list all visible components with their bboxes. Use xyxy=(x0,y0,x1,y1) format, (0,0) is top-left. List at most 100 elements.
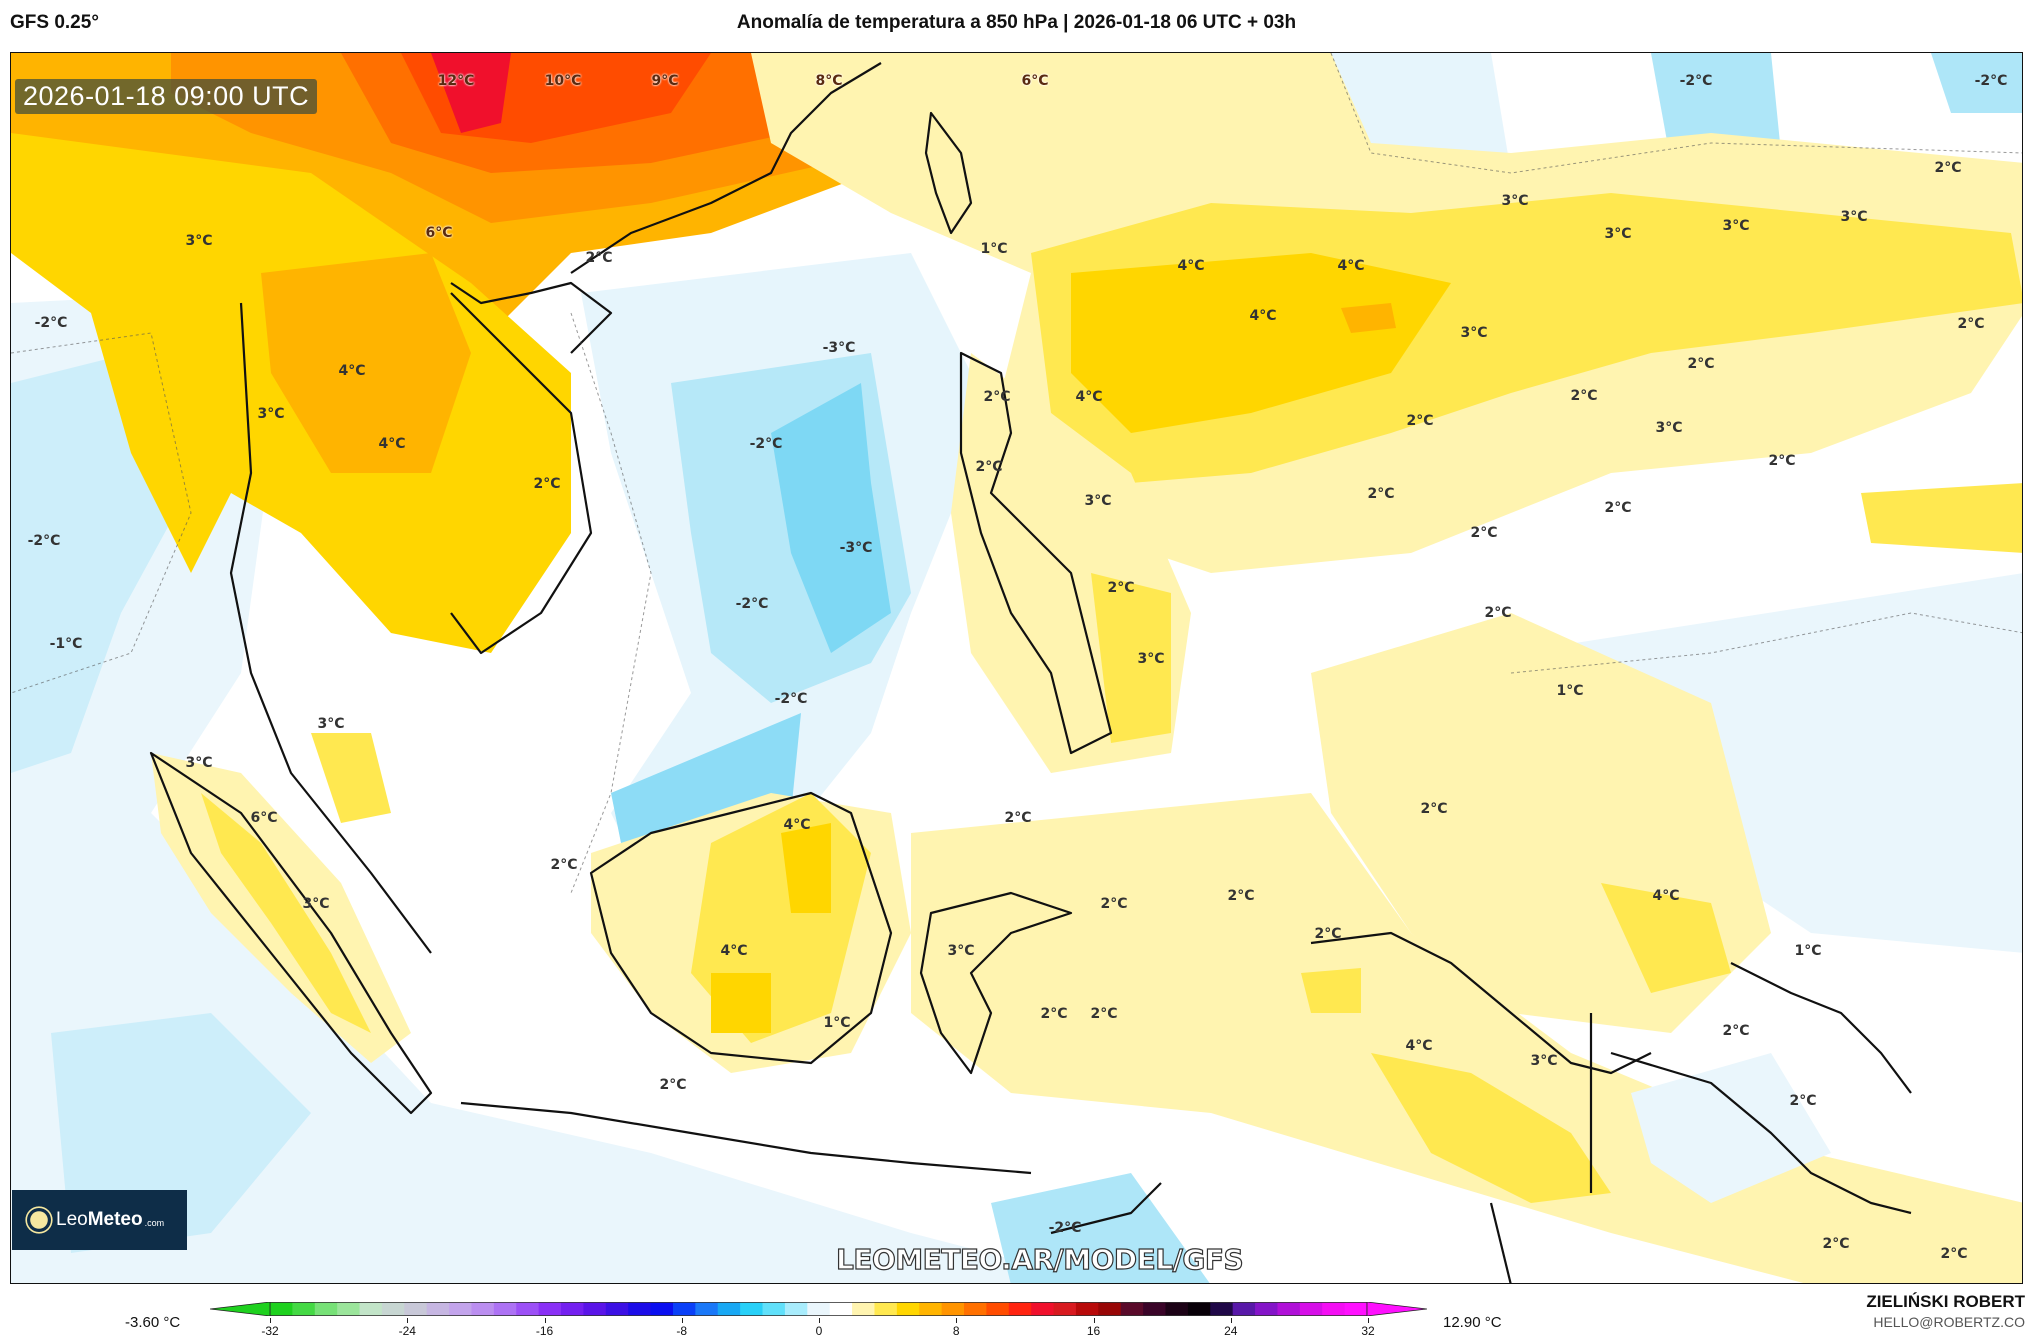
colorbar-tick-mark xyxy=(1230,1318,1232,1323)
contour-label: 1°C xyxy=(1556,683,1584,699)
contour-label: -2°C xyxy=(749,436,783,452)
contour-label: 3°C xyxy=(1840,209,1868,225)
colorbar-ticks: -32 -24 -16 -8 0 8 16 24 32 xyxy=(0,1318,2033,1338)
contour-label: 2°C xyxy=(1722,1023,1750,1039)
contour-label: 4°C xyxy=(1405,1038,1433,1054)
contour-label: 3°C xyxy=(1501,193,1529,209)
contour-label: 3°C xyxy=(185,755,213,771)
contour-label: 3°C xyxy=(1460,325,1488,341)
contour-label: 2°C xyxy=(1107,580,1135,596)
contour-label: 2°C xyxy=(1789,1093,1817,1109)
contour-label: -1°C xyxy=(49,636,83,652)
contour-label: 2°C xyxy=(659,1077,687,1093)
contour-label: 2°C xyxy=(1484,605,1512,621)
contour-label: 6°C xyxy=(250,810,278,826)
contour-label: 2°C xyxy=(1822,1236,1850,1252)
contour-label: 3°C xyxy=(185,233,213,249)
contour-label: -3°C xyxy=(822,340,856,356)
contour-label: 2°C xyxy=(1406,413,1434,429)
contour-label: 2°C xyxy=(533,476,561,492)
contour-label: 2°C xyxy=(1570,388,1598,404)
logo-text-suffix: .com xyxy=(144,1217,165,1228)
contour-label: 3°C xyxy=(1530,1053,1558,1069)
colorbar-tick-mark xyxy=(1368,1318,1369,1323)
contour-label: 2°C xyxy=(1040,1006,1068,1022)
contour-label: 2°C xyxy=(1090,1006,1118,1022)
valid-time-badge: 2026-01-18 09:00 UTC xyxy=(15,79,318,114)
contour-label: 2°C xyxy=(1940,1246,1968,1262)
contour-label: 3°C xyxy=(1722,218,1750,234)
contour-label: 12°C xyxy=(437,73,475,89)
contour-label: -2°C xyxy=(27,533,61,549)
contour-label: 4°C xyxy=(1337,258,1365,274)
contour-label: 3°C xyxy=(302,896,330,912)
colorbar-min-value: -3.60 °C xyxy=(125,1314,181,1331)
contour-label: 2°C xyxy=(1470,525,1498,541)
colorbar-tick-label: 8 xyxy=(952,1324,960,1338)
contour-label: 4°C xyxy=(720,943,748,959)
contour-label: 2°C xyxy=(1004,810,1032,826)
author-email[interactable]: HELLO@ROBERTZ.CO xyxy=(1873,1314,2025,1330)
colorbar-tick-mark xyxy=(544,1318,546,1323)
colorbar-tick-label: -16 xyxy=(535,1324,554,1338)
contour-label: 3°C xyxy=(1604,226,1632,242)
contour-label: 6°C xyxy=(1021,73,1049,89)
contour-label: -2°C xyxy=(1974,73,2008,89)
contour-label: 2°C xyxy=(1604,500,1632,516)
colorbar-tick-label: 24 xyxy=(1224,1324,1238,1338)
colorbar-tick-label: -8 xyxy=(676,1324,688,1338)
leometeo-logo[interactable]: Leo Meteo .com xyxy=(12,1190,187,1250)
contour-label: 3°C xyxy=(947,943,975,959)
colorbar-max-value: 12.90 °C xyxy=(1443,1314,1502,1331)
watermark-url: LEOMETEO.AR/MODEL/GFS xyxy=(835,1242,1244,1276)
contour-label: 4°C xyxy=(338,363,366,379)
contour-label: 1°C xyxy=(823,1015,851,1031)
colorbar-tick-label: 16 xyxy=(1086,1324,1101,1338)
contour-label: 3°C xyxy=(1655,420,1683,436)
temperature-anomaly-map: 2026-01-18 09:00 UTC 12°C 10°C 9°C 8°C 6°C 6°… xyxy=(10,52,2023,1284)
contour-label: 4°C xyxy=(1177,258,1205,274)
contour-label: -2°C xyxy=(34,315,68,331)
contour-label: 2°C xyxy=(550,857,578,873)
contour-label: -3°C xyxy=(839,540,873,556)
contour-label: 3°C xyxy=(257,406,285,422)
contour-label: 2°C xyxy=(1687,356,1715,372)
contour-label: -2°C xyxy=(774,691,808,707)
contour-label: 1°C xyxy=(980,241,1008,257)
map-title: Anomalía de temperatura a 850 hPa | 2026… xyxy=(736,12,1297,33)
contour-label: 3°C xyxy=(317,716,345,732)
contour-label: 2°C xyxy=(975,459,1003,475)
map-field xyxy=(11,53,2022,1283)
colorbar-tick-mark xyxy=(1093,1318,1095,1323)
contour-label: -2°C xyxy=(1048,1220,1082,1236)
contour-label: 2°C xyxy=(1957,316,1985,332)
contour-label: 2°C xyxy=(1227,888,1255,904)
contour-label: 3°C xyxy=(1137,651,1165,667)
contour-label: 2°C xyxy=(1934,160,1962,176)
contour-label: 4°C xyxy=(783,817,811,833)
colorbar-tick-label: -24 xyxy=(398,1324,416,1338)
contour-label: 3°C xyxy=(1084,493,1112,509)
colorbar-tick-mark xyxy=(407,1318,409,1323)
logo-text-bold: Meteo xyxy=(87,1209,143,1230)
contour-label: 2°C xyxy=(1768,453,1796,469)
contour-label: -2°C xyxy=(1679,73,1713,89)
contour-label: 1°C xyxy=(1794,943,1822,959)
contour-label: 10°C xyxy=(544,73,582,89)
contour-label: 2°C xyxy=(1420,801,1448,817)
contour-label: 8°C xyxy=(815,73,843,89)
model-label: GFS 0.25° xyxy=(10,12,99,33)
colorbar-tick-mark xyxy=(270,1318,271,1323)
contour-label: -2°C xyxy=(735,596,769,612)
colorbar-tick-label: 32 xyxy=(1361,1324,1375,1338)
contour-label: 4°C xyxy=(1652,888,1680,904)
author-credit: ZIELIŃSKI ROBERT HELLO@ROBERTZ.CO xyxy=(1866,1292,2025,1330)
colorbar-tick-mark xyxy=(956,1318,958,1323)
logo-text-light: Leo xyxy=(56,1209,88,1230)
contour-label: 2°C xyxy=(1100,896,1128,912)
contour-label: 2°C xyxy=(585,250,613,266)
colorbar-tick-mark xyxy=(681,1318,683,1323)
contour-label: 2°C xyxy=(1314,926,1342,942)
contour-label: 9°C xyxy=(651,73,679,89)
contour-label: 2°C xyxy=(1367,486,1395,502)
